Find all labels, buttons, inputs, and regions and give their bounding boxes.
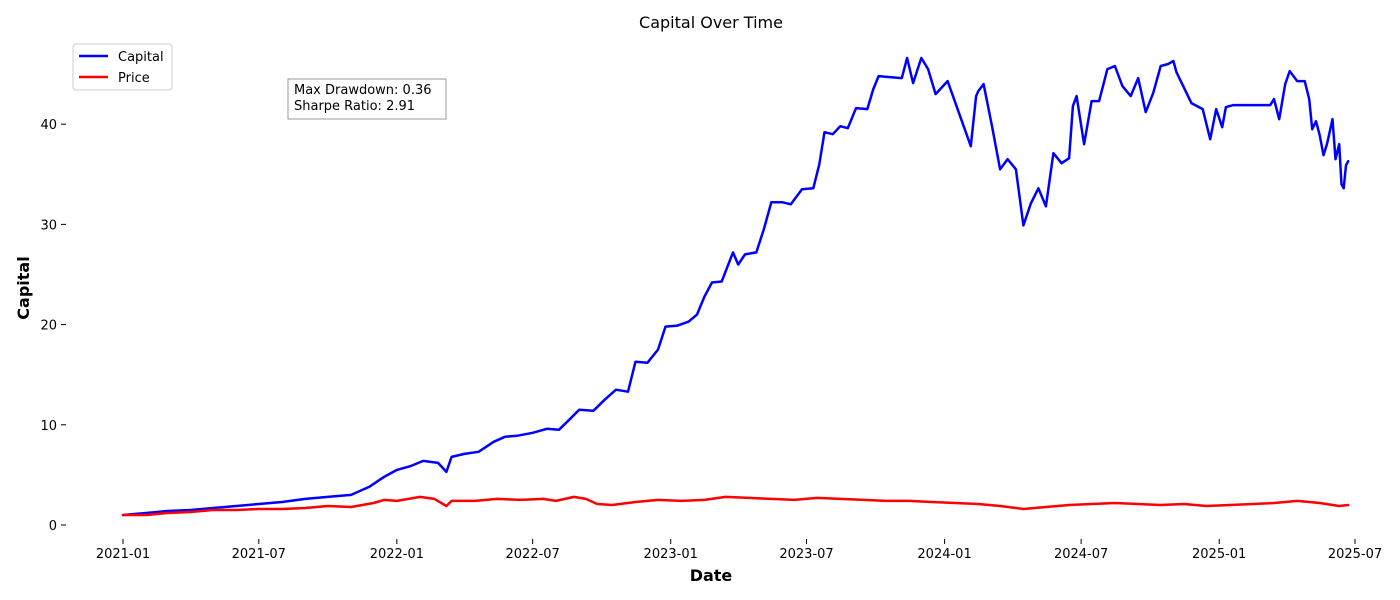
series-line-capital [121, 56, 1350, 517]
legend-label-capital: Capital [118, 50, 164, 65]
legend: Capital Price [72, 43, 173, 91]
y-tick-label: 10 [40, 419, 57, 434]
series-line-price [121, 495, 1350, 517]
y-tick-label: 30 [40, 218, 57, 233]
x-tick-label: 2024-07 [1054, 547, 1108, 562]
legend-label-price: Price [118, 71, 150, 86]
y-tick-label: 20 [40, 319, 57, 334]
x-axis: 2021-01 2021-07 2022-01 2022-07 2023-01 2023-… [96, 539, 1382, 562]
y-tick-label: 0 [49, 519, 57, 534]
x-tick-label: 2023-01 [644, 547, 698, 562]
x-tick-label: 2022-01 [370, 547, 424, 562]
y-axis-label: Capital [14, 256, 33, 319]
chart-title: Capital Over Time [639, 13, 783, 32]
x-tick-label: 2025-01 [1192, 547, 1246, 562]
x-tick-label: 2021-07 [232, 547, 286, 562]
sharpe-ratio-text: Sharpe Ratio: 2.91 [294, 99, 415, 114]
x-tick-label: 2023-07 [779, 547, 833, 562]
y-axis: 0 10 20 30 40 [40, 118, 66, 534]
x-tick-label: 2025-07 [1328, 547, 1382, 562]
stats-box: Max Drawdown: 0.36 Sharpe Ratio: 2.91 [287, 78, 447, 120]
x-tick-label: 2021-01 [96, 547, 150, 562]
plot-area [121, 56, 1350, 517]
max-drawdown-text: Max Drawdown: 0.36 [294, 83, 432, 98]
stats-box-frame [287, 78, 447, 120]
x-tick-label: 2024-01 [917, 547, 971, 562]
y-tick-label: 40 [40, 118, 57, 133]
x-axis-label: Date [690, 566, 733, 585]
x-tick-label: 2022-07 [506, 547, 560, 562]
